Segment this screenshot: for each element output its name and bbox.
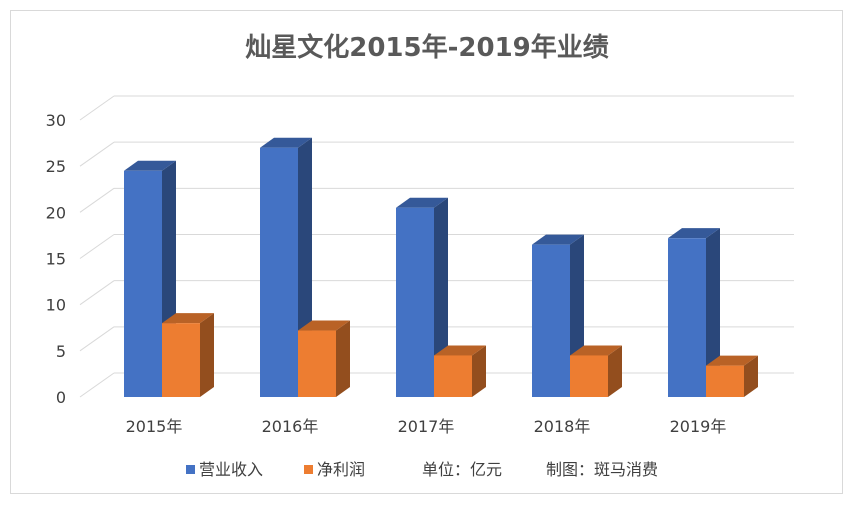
bar-side-revenue (434, 197, 448, 397)
unit-note: 单位：亿元 (422, 460, 502, 479)
bar-top-revenue (668, 228, 720, 239)
bar-top-profit (434, 345, 486, 356)
legend-swatch-revenue (186, 465, 195, 474)
bar-top-profit (706, 355, 758, 366)
bar-profit (162, 323, 200, 397)
gridline-diagonal (79, 372, 115, 398)
bars (124, 137, 758, 397)
bar-side-profit (336, 320, 350, 397)
bar-top-revenue (124, 160, 176, 171)
y-tick-label: 10 (46, 296, 66, 315)
bar-revenue (260, 147, 298, 397)
bar-top-revenue (396, 197, 448, 208)
bar-top-revenue (260, 137, 312, 148)
bar-side-revenue (706, 228, 720, 397)
y-tick-label: 0 (56, 388, 66, 407)
bar-profit (434, 355, 472, 397)
gridline-diagonal (79, 187, 115, 213)
legend-label-profit: 净利润 (317, 460, 365, 479)
x-tick-label: 2017年 (398, 417, 455, 436)
bar-profit (706, 365, 744, 397)
gridline-diagonal (79, 234, 115, 259)
bar-side-profit (472, 345, 486, 397)
bar-top-profit (162, 313, 214, 324)
y-tick-label: 15 (46, 250, 66, 269)
x-tick-label: 2016年 (262, 417, 319, 436)
chart-title: 灿星文化2015年-2019年业绩 (245, 32, 609, 63)
bar-profit (298, 330, 336, 397)
bar-side-profit (608, 345, 622, 397)
x-tick-label: 2015年 (126, 417, 183, 436)
credit-note: 制图：斑马消费 (546, 460, 658, 479)
gridline-diagonal (79, 95, 115, 121)
bar-revenue (124, 170, 162, 397)
x-tick-label: 2019年 (670, 417, 727, 436)
bar-top-profit (570, 345, 622, 356)
bar-revenue (532, 244, 570, 397)
x-tick-label: 2018年 (534, 417, 591, 436)
gridline-diagonal (79, 141, 115, 167)
bar-top-profit (298, 320, 350, 331)
y-tick-label: 25 (46, 157, 66, 176)
legend-swatch-profit (304, 465, 313, 474)
bar-side-profit (200, 313, 214, 397)
y-tick-label: 20 (46, 203, 66, 222)
bar-revenue (396, 207, 434, 397)
x-axis-ticks: 2015年 2016年 2017年 2018年 2019年 (126, 417, 727, 436)
bar-profit (570, 355, 608, 397)
bar-revenue (668, 238, 706, 397)
y-tick-label: 30 (46, 111, 66, 130)
bar-side-profit (744, 355, 758, 397)
gridline-diagonal (79, 326, 115, 352)
gridline-diagonal (79, 280, 115, 306)
y-tick-label: 5 (56, 342, 66, 361)
legend-label-revenue: 营业收入 (199, 460, 263, 479)
bar-top-revenue (532, 234, 584, 245)
legend: 营业收入 净利润 单位：亿元 制图：斑马消费 (186, 460, 658, 479)
y-axis-ticks: 0 5 10 15 20 25 30 (46, 111, 66, 407)
